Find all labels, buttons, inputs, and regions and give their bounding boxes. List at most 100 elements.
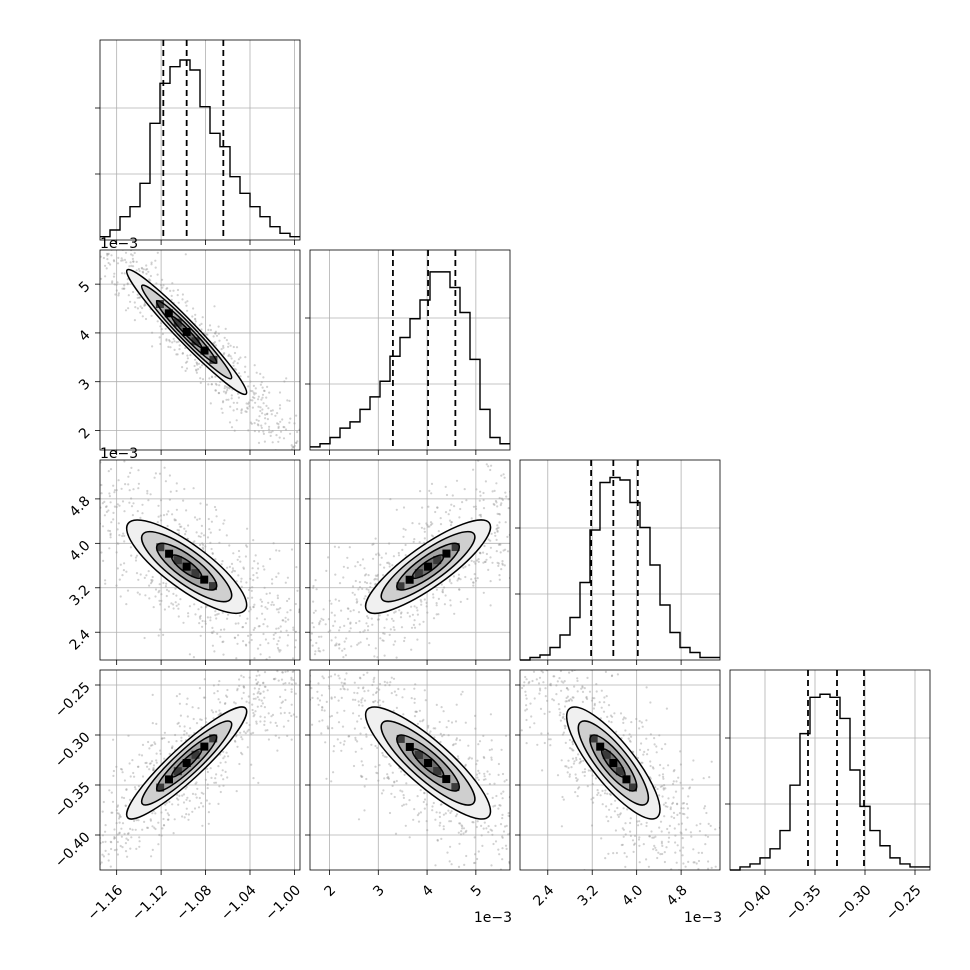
sample-point xyxy=(448,578,451,581)
sample-point xyxy=(469,633,471,635)
scatter-points xyxy=(465,625,727,870)
sample-point xyxy=(497,564,500,568)
sample-point xyxy=(117,294,120,297)
sample-point xyxy=(278,650,281,653)
sample-point xyxy=(208,377,211,380)
sample-point xyxy=(560,689,563,692)
sample-point xyxy=(132,488,135,491)
sample-point xyxy=(311,480,313,482)
sample-point xyxy=(80,877,82,879)
sample-point xyxy=(645,686,648,689)
sample-point xyxy=(371,543,374,546)
sample-point xyxy=(661,852,664,856)
sample-point xyxy=(573,441,575,443)
sample-point xyxy=(476,857,479,861)
sample-point xyxy=(273,678,276,681)
sample-point xyxy=(261,386,264,389)
sample-point xyxy=(284,670,287,673)
sample-point xyxy=(434,727,437,730)
sample-point xyxy=(183,816,186,819)
sample-point xyxy=(317,649,320,653)
sample-point xyxy=(547,738,551,741)
sample-point xyxy=(489,828,492,831)
sample-point xyxy=(120,796,124,799)
sample-point xyxy=(73,215,75,217)
sample-point xyxy=(165,594,168,598)
sample-point xyxy=(373,676,376,680)
sample-point xyxy=(158,599,161,602)
sample-point xyxy=(535,497,537,499)
sample-point xyxy=(338,677,341,680)
sample-point xyxy=(277,679,280,682)
sample-point xyxy=(221,411,224,414)
sample-point xyxy=(210,375,213,378)
panel-frame xyxy=(99,669,301,871)
sample-point xyxy=(338,582,342,585)
sample-point xyxy=(725,854,727,856)
sample-point xyxy=(143,576,146,580)
sample-point xyxy=(80,872,82,874)
sample-point xyxy=(388,565,391,568)
sample-point xyxy=(261,393,265,396)
sample-point xyxy=(27,162,29,164)
sample-point xyxy=(48,463,50,465)
sample-point xyxy=(104,275,107,278)
sample-point xyxy=(101,502,104,505)
sample-point xyxy=(160,834,163,837)
sample-point xyxy=(475,559,479,562)
sample-point xyxy=(279,630,282,633)
sample-point xyxy=(358,704,361,707)
sample-point xyxy=(84,861,86,863)
sample-point xyxy=(337,643,341,646)
sample-point xyxy=(653,743,656,746)
sample-point xyxy=(524,690,527,693)
sample-point xyxy=(370,622,372,624)
sample-point xyxy=(387,650,389,652)
sample-point xyxy=(138,753,141,756)
sample-point xyxy=(75,534,77,536)
sample-point xyxy=(408,799,411,802)
sample-point xyxy=(226,566,229,569)
sample-point xyxy=(378,688,381,691)
sample-point xyxy=(87,210,89,212)
sample-point xyxy=(238,372,241,375)
sample-point xyxy=(609,714,613,717)
sample-point xyxy=(213,305,216,308)
sample-point xyxy=(260,398,263,401)
sample-point xyxy=(197,362,201,365)
sample-point xyxy=(272,633,275,637)
sample-point xyxy=(340,609,343,612)
sample-point xyxy=(116,281,119,284)
sample-point xyxy=(147,499,150,502)
x-tick-label: 2.4 xyxy=(530,882,557,909)
sample-point xyxy=(114,293,117,296)
sample-point xyxy=(88,847,90,849)
sample-point xyxy=(478,499,481,502)
sample-point xyxy=(572,850,574,852)
sample-point xyxy=(238,614,241,617)
sample-point xyxy=(339,591,341,593)
contour-line xyxy=(170,315,203,349)
sample-point xyxy=(217,765,220,768)
sample-point xyxy=(423,791,426,795)
sample-point xyxy=(449,599,452,602)
sample-point xyxy=(465,625,467,627)
sample-point xyxy=(539,689,542,692)
sample-point xyxy=(374,577,377,581)
sample-point xyxy=(569,482,571,484)
y-tick-label: −0.30 xyxy=(52,729,94,771)
sample-point xyxy=(284,682,287,685)
sample-point xyxy=(297,452,299,454)
sample-point xyxy=(356,643,359,646)
sample-point xyxy=(438,824,441,827)
sample-point xyxy=(245,636,247,638)
sample-point xyxy=(262,430,265,433)
sample-point xyxy=(482,551,485,554)
sample-point xyxy=(16,474,18,476)
sample-point xyxy=(652,836,655,839)
sample-point xyxy=(150,760,154,763)
sample-point xyxy=(315,667,317,669)
sample-point xyxy=(275,450,277,452)
sample-point xyxy=(66,462,68,464)
sample-point xyxy=(66,882,68,884)
